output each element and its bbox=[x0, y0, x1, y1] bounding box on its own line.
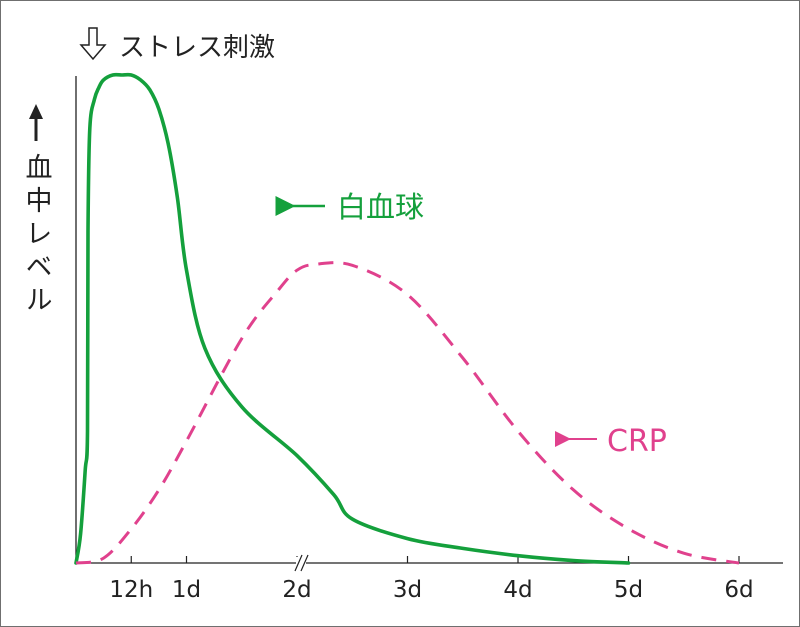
series-line-white-blood-cells bbox=[74, 72, 631, 565]
series-label-crp: CRP bbox=[607, 424, 667, 459]
x-tick-label: 3d bbox=[393, 577, 422, 603]
y-axis-label: 血中レベル bbox=[21, 153, 52, 318]
stress-stimulus-label: ストレス刺激 bbox=[119, 33, 275, 63]
x-tick-label: 5d bbox=[614, 577, 643, 603]
down-arrow-icon bbox=[79, 27, 107, 61]
series-line-crp bbox=[75, 261, 740, 565]
x-tick-label: 1d bbox=[172, 577, 201, 603]
axis-break bbox=[294, 554, 309, 572]
x-tick-label: 12h bbox=[109, 577, 153, 603]
x-tick-label: 6d bbox=[724, 577, 753, 603]
up-arrow-icon bbox=[29, 104, 43, 141]
series-label-white-blood-cells: 白血球 bbox=[337, 190, 424, 224]
x-tick-label: 4d bbox=[503, 577, 532, 603]
x-tick-label: 2d bbox=[282, 577, 311, 603]
